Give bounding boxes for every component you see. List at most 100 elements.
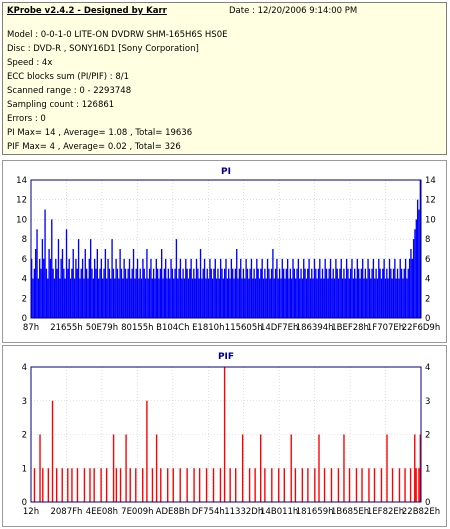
bar	[154, 278, 156, 318]
bar	[116, 268, 119, 318]
y-tick-label-left: 2	[22, 431, 27, 441]
bar	[138, 278, 140, 318]
bar	[170, 258, 172, 318]
x-tick-label: 2087Fh	[50, 507, 82, 517]
bar	[136, 258, 139, 318]
y-tick-label-right: 1	[425, 464, 430, 474]
bar	[278, 268, 281, 318]
bar	[79, 278, 81, 318]
bar	[104, 249, 107, 318]
bar	[278, 468, 280, 502]
bar	[341, 278, 344, 318]
bar	[120, 268, 123, 318]
bar	[161, 249, 163, 318]
pif-chart: PIF 0 0 1 1 2 2 3 3 4 4 12h 2087Fh 4EE08h 7E009h ADE8Bh…	[2, 345, 447, 527]
bar	[418, 209, 420, 318]
bar	[89, 239, 92, 318]
bar	[53, 278, 56, 318]
y-tick-label-right: 6	[425, 255, 430, 265]
bar	[232, 268, 234, 318]
bar	[345, 258, 348, 318]
bar	[244, 278, 246, 318]
bar	[165, 258, 167, 318]
bar	[146, 249, 148, 318]
info-line-speed: Speed : 4x	[7, 58, 53, 68]
bar	[219, 258, 222, 318]
bar	[319, 258, 321, 318]
bar	[343, 268, 345, 318]
y-tick-label-right: 2	[425, 294, 430, 304]
bar	[177, 278, 179, 318]
x-tick-label: 181659h	[296, 507, 334, 517]
bar	[191, 278, 194, 318]
bar	[139, 268, 141, 318]
bar	[61, 249, 64, 318]
bar	[399, 258, 401, 318]
bar	[273, 278, 275, 318]
bar	[274, 268, 277, 318]
bar	[258, 278, 261, 318]
bar	[325, 268, 328, 318]
bar	[45, 268, 48, 318]
bar	[252, 278, 254, 318]
x-tick-label: 186394h	[296, 323, 334, 333]
bar	[64, 278, 66, 318]
bar	[65, 229, 68, 318]
bar	[212, 468, 215, 502]
bar	[105, 468, 108, 502]
x-tick-label: 1B685Eh	[331, 507, 369, 517]
bar	[340, 258, 342, 318]
info-line-range: Scanned range : 0 - 2293748	[7, 86, 132, 96]
bar	[83, 468, 86, 502]
bar	[373, 468, 376, 502]
bar	[226, 278, 229, 318]
bar	[361, 468, 363, 502]
bar	[415, 219, 417, 318]
bar	[189, 268, 191, 318]
bar	[282, 268, 285, 318]
bar	[281, 258, 283, 318]
scan-date: Date : 12/20/2006 9:14:00 PM	[229, 6, 358, 16]
bar	[130, 278, 132, 318]
bar	[406, 278, 408, 318]
bar	[190, 258, 192, 318]
bar	[352, 278, 354, 318]
bar	[125, 434, 127, 502]
bar	[337, 468, 340, 502]
bar	[307, 468, 309, 502]
bar	[290, 434, 292, 502]
y-tick-label-right: 4	[425, 363, 430, 373]
bar	[221, 268, 223, 318]
bar	[223, 367, 226, 502]
bar	[213, 268, 215, 318]
bar	[316, 278, 318, 318]
bar	[37, 278, 40, 318]
bar	[210, 268, 212, 318]
bar	[48, 249, 50, 318]
bar	[272, 249, 274, 318]
bar	[207, 278, 210, 318]
bar	[146, 400, 148, 502]
bar	[380, 468, 383, 502]
bar	[301, 278, 304, 318]
bar	[205, 468, 208, 502]
bar	[135, 468, 137, 502]
pif-chart-svg: PIF 0 0 1 1 2 2 3 3 4 4 12h 2087Fh 4EE08h 7E009h ADE8Bh…	[22, 352, 441, 517]
bar	[76, 268, 78, 318]
bar	[185, 258, 187, 318]
bar	[59, 278, 61, 318]
bar	[166, 278, 168, 318]
bar	[253, 268, 255, 318]
bar	[93, 258, 96, 318]
bar	[235, 468, 237, 502]
x-tick-label: 14B011h	[260, 507, 298, 517]
bar	[144, 278, 147, 318]
bar	[100, 258, 103, 318]
bar	[148, 268, 151, 318]
bar	[119, 249, 121, 318]
bar	[39, 258, 41, 318]
bar	[254, 278, 257, 318]
bar	[199, 249, 202, 318]
bar	[142, 468, 144, 502]
bar	[260, 268, 262, 318]
